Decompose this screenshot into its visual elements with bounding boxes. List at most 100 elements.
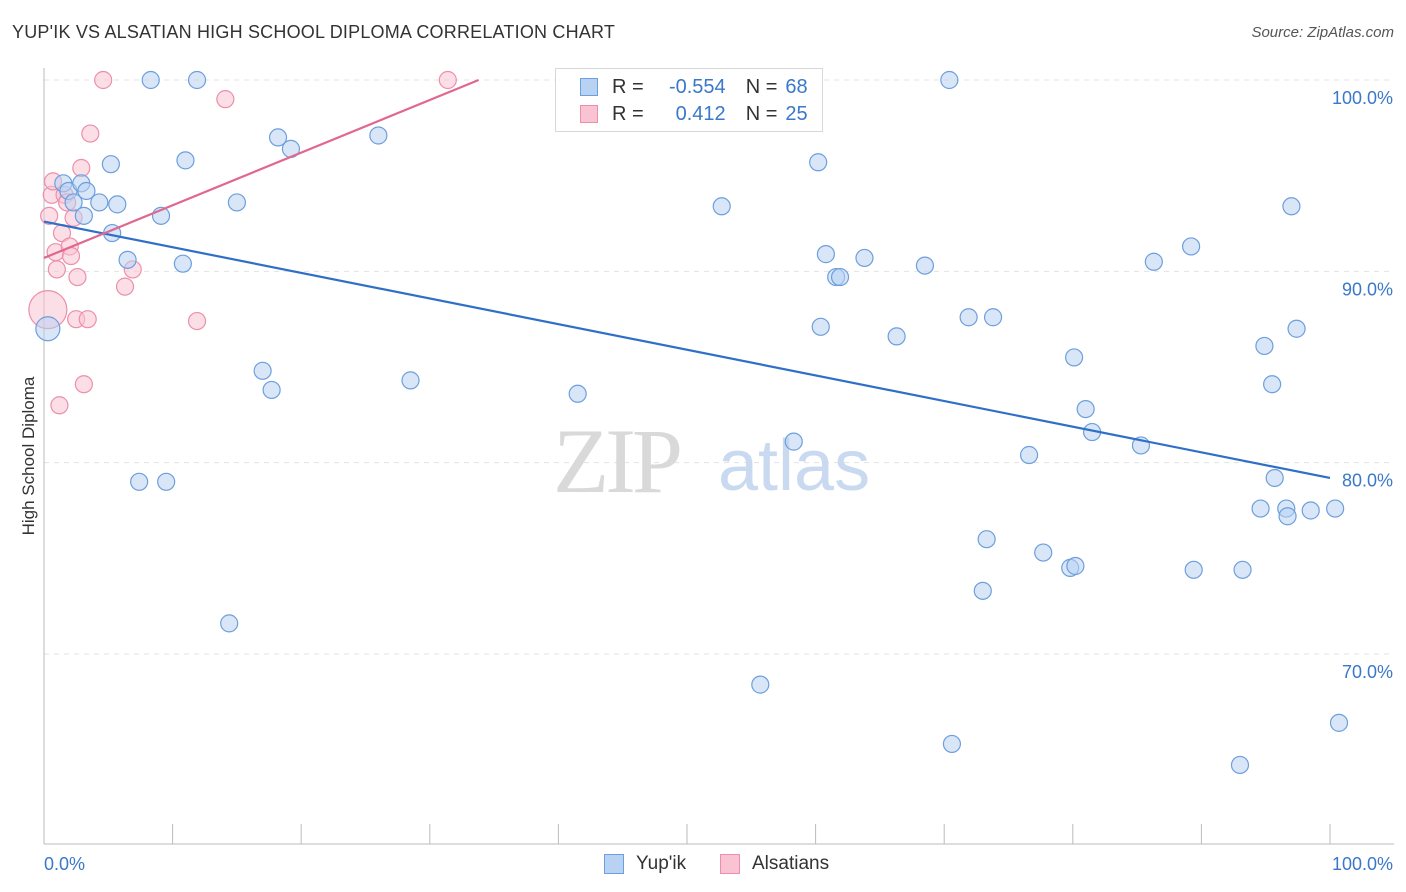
alsatian-point — [47, 260, 66, 279]
yupik-point — [959, 308, 978, 327]
yupik-point — [942, 734, 962, 754]
x-tick-label: 100.0% — [1332, 854, 1393, 874]
legend-alsatian-swatch — [720, 854, 740, 874]
alsatian-r-label: R = — [612, 102, 644, 125]
alsatian-point — [78, 310, 97, 329]
yupik-point — [77, 181, 96, 201]
y-tick-label: 80.0% — [1342, 471, 1393, 491]
alsatian-point — [74, 375, 93, 394]
yupik-point — [1329, 713, 1349, 732]
yupik-point — [983, 308, 1003, 327]
yupik-point — [176, 151, 195, 170]
alsatian-point — [94, 70, 113, 90]
yupik-point — [809, 153, 828, 172]
yupik-point — [157, 472, 176, 491]
yupik-point — [751, 675, 770, 694]
yupik-point — [64, 193, 83, 212]
legend-alsatian: Alsatians — [720, 852, 829, 876]
yupik-point — [90, 193, 109, 212]
yupik-point — [1255, 336, 1274, 356]
yupik-point — [855, 248, 874, 268]
x-tick-label: 0.0% — [44, 854, 85, 874]
alsatian-trendline — [43, 78, 480, 259]
yupik-point — [268, 128, 288, 147]
alsatian-point — [40, 206, 59, 225]
yupik-point — [1066, 556, 1085, 576]
yupik-point — [811, 317, 830, 336]
alsatian-n-value: 25 — [785, 102, 808, 125]
yupik-point — [1144, 252, 1163, 271]
y-tick-label: 100.0% — [1332, 88, 1393, 108]
yupik-point — [130, 472, 149, 491]
yupik-n-label: N = — [745, 75, 778, 98]
yupik-point — [816, 245, 835, 264]
legend-alsatian-label: Alsatians — [752, 853, 830, 874]
stats-row-alsatian: R = 0.412 N = 25 — [580, 101, 808, 127]
yupik-point — [101, 155, 120, 174]
tick-labels: 100.0% 90.0% 80.0% 70.0% 0.0% 100.0% High Scho… — [19, 88, 1393, 874]
y-tick-label: 70.0% — [1342, 662, 1393, 682]
yupik-point — [1034, 543, 1053, 562]
yupik-point — [1064, 348, 1084, 367]
yupik-point — [253, 361, 272, 380]
stats-box: R = -0.554 N = 68 R = 0.412 N = 25 — [555, 68, 823, 132]
yupik-point — [1265, 468, 1284, 488]
alsatian-r-value: 0.412 — [675, 102, 726, 125]
yupik-point — [141, 70, 160, 90]
yupik-point — [830, 267, 850, 287]
yupik-trendline — [43, 220, 1331, 480]
alsatian-swatch — [580, 105, 598, 123]
legend-yupik-swatch — [604, 854, 624, 874]
trendlines — [43, 78, 1331, 480]
yupik-point — [74, 206, 93, 225]
alsatian-point — [50, 396, 69, 415]
yupik-point — [35, 316, 61, 342]
yupik-point — [977, 530, 996, 549]
yupik-point — [887, 327, 906, 346]
yupik-point — [1287, 319, 1306, 338]
legend-yupik-label: Yup'ik — [636, 853, 687, 874]
yupik-point — [1182, 237, 1201, 256]
source-label: Source: ZipAtlas.com — [1251, 24, 1394, 41]
alsatian-point — [81, 124, 100, 143]
yupik-point — [784, 432, 803, 451]
yupik-point — [108, 195, 127, 214]
chart-title: YUP'IK VS ALSATIAN HIGH SCHOOL DIPLOMA C… — [12, 22, 616, 42]
axes — [43, 68, 1394, 845]
yupik-point — [262, 380, 281, 400]
yupik-r-value: -0.554 — [668, 75, 726, 98]
yupik-point — [220, 614, 239, 633]
yupik-n-value: 68 — [785, 75, 808, 98]
yupik-point — [1233, 560, 1252, 579]
yupik-point — [712, 197, 731, 216]
alsatian-point — [72, 158, 91, 178]
yupik-point — [1019, 445, 1039, 465]
yupik-point — [118, 250, 137, 269]
yupik-point — [915, 256, 935, 275]
yupik-point — [1326, 499, 1345, 518]
y-tick-label: 90.0% — [1342, 279, 1393, 299]
alsatian-point — [216, 90, 235, 109]
alsatian-point — [187, 311, 207, 331]
alsatian-n-label: N = — [745, 102, 778, 125]
yupik-point — [401, 371, 420, 390]
yupik-r-label: R = — [612, 75, 644, 98]
yupik-point — [187, 70, 207, 90]
yupik-point — [227, 193, 246, 212]
legend-yupik: Yup'ik — [604, 852, 686, 876]
yupik-point — [1076, 399, 1095, 419]
yupik-point — [1301, 501, 1320, 520]
watermark-zip: ZIP — [553, 410, 680, 512]
yupik-point — [1230, 755, 1250, 775]
yupik-point — [1251, 499, 1270, 518]
alsatian-point — [68, 267, 87, 287]
yupik-point — [369, 126, 388, 145]
y-axis-label: High School Diploma — [19, 376, 38, 535]
yupik-point — [173, 254, 192, 273]
yupik-swatch — [580, 78, 598, 96]
alsatian-points — [28, 70, 457, 415]
yupik-point — [1184, 560, 1203, 579]
yupik-point — [940, 70, 959, 90]
yupik-point — [568, 384, 587, 403]
